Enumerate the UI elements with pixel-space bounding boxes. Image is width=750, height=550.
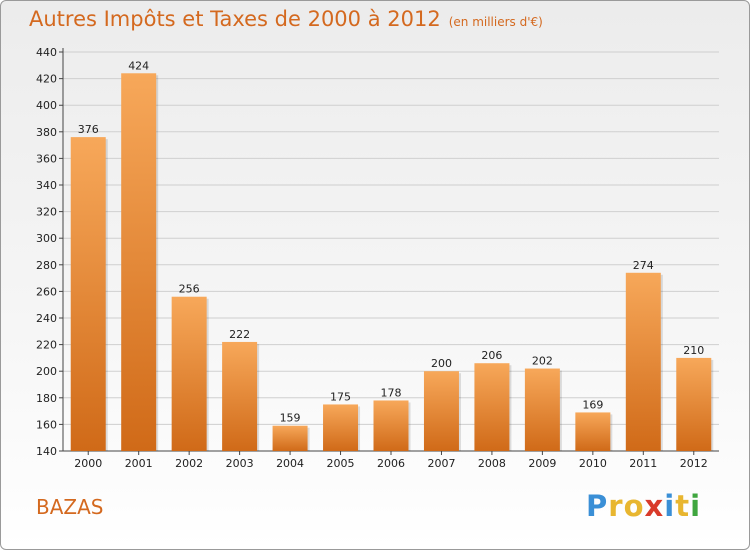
y-tick-label: 220 — [36, 339, 57, 352]
data-labels: 376 424 256 222 159 175 178 200 206 202 169 274 210 — [78, 59, 705, 424]
bar-2009 — [524, 368, 560, 451]
logo-letter: t — [675, 489, 691, 523]
logo-letter: o — [623, 489, 645, 523]
x-tick-label: 2010 — [579, 457, 607, 470]
value-label: 376 — [78, 123, 99, 136]
x-tick-label: 2011 — [629, 457, 657, 470]
proxiti-logo: Proxiti — [586, 489, 701, 523]
y-tick-label: 320 — [36, 206, 57, 219]
x-tick-label: 2005 — [327, 457, 355, 470]
bar-2003 — [222, 341, 258, 451]
value-label: 178 — [381, 386, 402, 399]
y-tick-label: 260 — [36, 285, 57, 298]
bars — [70, 73, 714, 451]
bar-2008 — [474, 363, 510, 451]
value-label: 175 — [330, 390, 351, 403]
y-tick-label: 360 — [36, 152, 57, 165]
chart-title: Autres Impôts et Taxes de 2000 à 2012 — [29, 7, 441, 31]
x-tick-label: 2008 — [478, 457, 506, 470]
y-tick-label: 240 — [36, 312, 57, 325]
value-label: 274 — [633, 259, 654, 272]
logo-letter: x — [644, 489, 665, 523]
y-tick-label: 340 — [36, 179, 57, 192]
x-tick-label: 2001 — [125, 457, 153, 470]
chart-title-block: Autres Impôts et Taxes de 2000 à 2012 (en… — [29, 7, 543, 31]
x-tick-label: 2012 — [680, 457, 708, 470]
bar-2006 — [373, 400, 409, 451]
x-tick-label: 2004 — [276, 457, 304, 470]
bar-2002 — [171, 296, 207, 451]
value-label: 222 — [229, 328, 250, 341]
value-label: 210 — [683, 344, 704, 357]
logo-letter: P — [586, 489, 609, 523]
x-tick-label: 2009 — [528, 457, 556, 470]
value-label: 169 — [582, 398, 603, 411]
bar-2010 — [575, 412, 611, 451]
y-tick-label: 380 — [36, 126, 57, 139]
chart-unit: (en milliers d'€) — [448, 15, 543, 29]
bar-2000 — [70, 137, 106, 451]
x-tick-label: 2006 — [377, 457, 405, 470]
value-label: 206 — [481, 349, 502, 362]
grid-lines — [63, 51, 719, 425]
bar-2004 — [272, 425, 308, 451]
y-tick-label: 140 — [36, 445, 57, 458]
logo-letter: i — [664, 489, 676, 523]
y-tick-label: 300 — [36, 232, 57, 245]
y-tick-label: 420 — [36, 73, 57, 86]
city-name: BAZAS — [36, 495, 104, 519]
y-tick-label: 180 — [36, 392, 57, 405]
value-label: 424 — [128, 59, 149, 72]
bar-2012 — [676, 357, 712, 451]
y-tick-label: 200 — [36, 365, 57, 378]
bar-2007 — [423, 371, 459, 451]
value-label: 256 — [179, 283, 200, 296]
bar-2001 — [121, 73, 157, 451]
x-tick-label: 2000 — [74, 457, 102, 470]
y-tick-label: 400 — [36, 99, 57, 112]
value-label: 159 — [280, 412, 301, 425]
y-tick-label: 280 — [36, 259, 57, 272]
y-tick-label: 160 — [36, 418, 57, 431]
logo-letter: i — [690, 489, 702, 523]
value-label: 202 — [532, 355, 553, 368]
value-label: 200 — [431, 357, 452, 370]
bar-2005 — [323, 404, 359, 451]
logo-letter: r — [608, 489, 624, 523]
x-tick-label: 2002 — [175, 457, 203, 470]
y-tick-label: 440 — [36, 46, 57, 59]
x-tick-label: 2003 — [226, 457, 254, 470]
x-tick-label: 2007 — [427, 457, 455, 470]
bar-2011 — [625, 272, 661, 451]
